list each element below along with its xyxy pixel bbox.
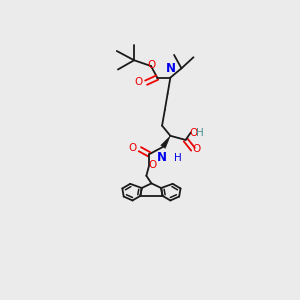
Text: O: O bbox=[148, 160, 157, 170]
Text: H: H bbox=[196, 128, 203, 138]
Text: O: O bbox=[192, 144, 200, 154]
Text: N: N bbox=[157, 151, 166, 164]
Text: O: O bbox=[134, 77, 142, 87]
Text: N: N bbox=[165, 62, 176, 75]
Polygon shape bbox=[161, 136, 170, 148]
Text: O: O bbox=[189, 128, 198, 138]
Text: O: O bbox=[128, 143, 136, 154]
Text: O: O bbox=[147, 60, 156, 70]
Text: H: H bbox=[174, 153, 182, 163]
